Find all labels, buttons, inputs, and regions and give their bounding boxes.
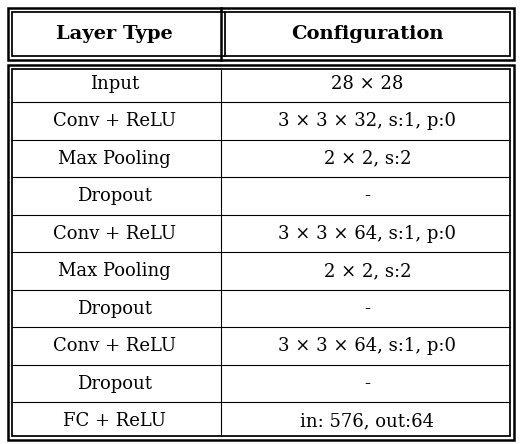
Text: 28 × 28: 28 × 28 xyxy=(331,75,404,93)
Text: Conv + ReLU: Conv + ReLU xyxy=(53,112,176,130)
Text: Dropout: Dropout xyxy=(77,187,152,205)
Text: Configuration: Configuration xyxy=(291,25,444,43)
Bar xyxy=(12,12,510,56)
Text: Layer Type: Layer Type xyxy=(56,25,173,43)
Text: 3 × 3 × 64, s:1, p:0: 3 × 3 × 64, s:1, p:0 xyxy=(278,337,456,355)
Text: 3 × 3 × 64, s:1, p:0: 3 × 3 × 64, s:1, p:0 xyxy=(278,225,456,243)
Text: Dropout: Dropout xyxy=(77,300,152,318)
Text: -: - xyxy=(364,375,370,393)
Text: in: 576, out:64: in: 576, out:64 xyxy=(300,412,434,430)
Text: Input: Input xyxy=(90,75,139,93)
Text: FC + ReLU: FC + ReLU xyxy=(63,412,166,430)
Text: 3 × 3 × 32, s:1, p:0: 3 × 3 × 32, s:1, p:0 xyxy=(278,112,456,130)
Text: Conv + ReLU: Conv + ReLU xyxy=(53,225,176,243)
Text: 2 × 2, s:2: 2 × 2, s:2 xyxy=(324,150,411,168)
Text: -: - xyxy=(364,187,370,205)
Bar xyxy=(8,65,514,440)
Bar xyxy=(8,8,514,60)
Text: Max Pooling: Max Pooling xyxy=(58,150,171,168)
Text: Max Pooling: Max Pooling xyxy=(58,262,171,280)
Text: Dropout: Dropout xyxy=(77,375,152,393)
Text: 2 × 2, s:2: 2 × 2, s:2 xyxy=(324,262,411,280)
Bar xyxy=(12,69,510,436)
Text: Conv + ReLU: Conv + ReLU xyxy=(53,337,176,355)
Text: -: - xyxy=(364,300,370,318)
